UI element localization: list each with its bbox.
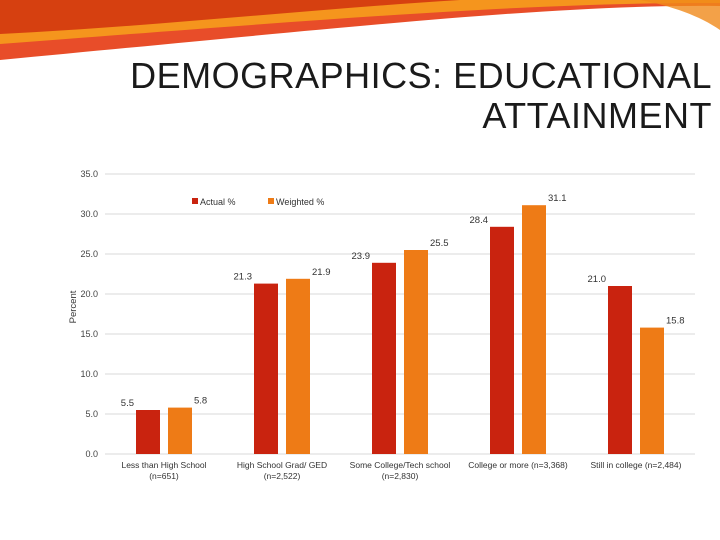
x-tick-label: Some College/Tech school [350, 460, 451, 470]
slide-title-line-2: ATTAINMENT [482, 95, 712, 136]
data-label: 31.1 [548, 193, 567, 204]
bar [522, 205, 546, 454]
x-tick-label: (n=2,830) [382, 471, 419, 481]
bar [254, 283, 278, 454]
bar [286, 278, 310, 454]
data-label: 23.9 [352, 251, 371, 262]
legend-label: Weighted % [276, 197, 324, 207]
legend-label: Actual % [200, 197, 236, 207]
x-tick-label: High School Grad/ GED [237, 460, 327, 470]
bar [640, 327, 664, 454]
x-tick-label: College or more (n=3,368) [468, 460, 568, 470]
y-tick-label: 20.0 [80, 289, 98, 299]
bar [136, 410, 160, 454]
y-tick-label: 5.0 [85, 409, 98, 419]
bar [168, 407, 192, 454]
data-label: 21.9 [312, 267, 331, 278]
y-tick-label: 25.0 [80, 249, 98, 259]
data-label: 5.8 [194, 396, 207, 407]
x-tick-label: Still in college (n=2,484) [591, 460, 682, 470]
bar [372, 262, 396, 454]
legend-swatch [192, 198, 198, 204]
data-label: 28.4 [470, 215, 489, 226]
data-label: 25.5 [430, 238, 449, 249]
data-label: 21.3 [234, 272, 253, 283]
y-tick-label: 35.0 [80, 169, 98, 179]
x-tick-label: (n=2,522) [264, 471, 301, 481]
y-axis-label: Percent [68, 290, 79, 323]
slide-title-line-1: DEMOGRAPHICS: EDUCATIONAL [130, 55, 712, 96]
y-tick-label: 10.0 [80, 369, 98, 379]
x-tick-label: (n=651) [149, 471, 179, 481]
y-tick-label: 15.0 [80, 329, 98, 339]
y-tick-label: 30.0 [80, 209, 98, 219]
x-tick-label: Less than High School [121, 460, 206, 470]
bar [608, 286, 632, 454]
slide-title: DEMOGRAPHICS: EDUCATIONAL ATTAINMENT [112, 56, 712, 136]
decorative-swoosh-graphic [0, 0, 720, 60]
data-label: 21.0 [588, 274, 607, 285]
data-label: 15.8 [666, 316, 685, 327]
y-tick-label: 0.0 [85, 449, 98, 459]
bar [490, 226, 514, 454]
data-label: 5.5 [121, 398, 134, 409]
bar [404, 250, 428, 454]
legend-swatch [268, 198, 274, 204]
